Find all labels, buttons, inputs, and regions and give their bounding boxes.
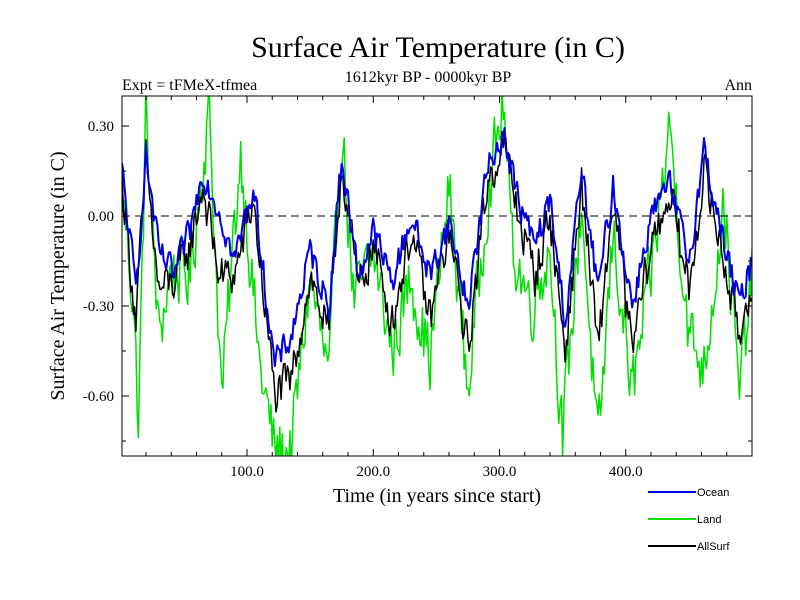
tick-layer: 100.0 200.0 300.0 400.0 0.30 0.00 -0.30 -0.60 — [83, 96, 752, 480]
plot-frame — [121, 95, 753, 457]
x-axis-label: Time (in years since start) — [333, 485, 541, 507]
x-tick-label: 300.0 — [483, 464, 517, 480]
x-tick-label: 400.0 — [609, 464, 643, 480]
series-line-land — [122, 96, 752, 456]
series-line-ocean — [122, 126, 752, 368]
x-tick-label: 200.0 — [356, 464, 390, 480]
y-tick-label: -0.60 — [83, 389, 114, 405]
season-label: Ann — [724, 77, 752, 94]
x-tick-label: 100.0 — [230, 464, 264, 480]
legend-label-allsurf: AllSurf — [697, 541, 730, 553]
series-layer — [122, 96, 752, 456]
experiment-label: Expt = tFMeX-tfmea — [122, 77, 257, 94]
chart-subtitle: 1612kyr BP - 0000kyr BP — [345, 69, 512, 86]
y-tick-label: 0.00 — [88, 209, 114, 225]
y-tick-label: 0.30 — [88, 119, 114, 135]
y-axis-label: Surface Air Temperature (in C) — [47, 151, 69, 400]
y-tick-label: -0.30 — [83, 299, 114, 315]
series-line-allsurf — [122, 130, 752, 413]
legend-label-land: Land — [697, 514, 721, 526]
legend: Ocean Land AllSurf — [648, 487, 730, 553]
chart-title: Surface Air Temperature (in C) — [251, 31, 625, 64]
legend-label-ocean: Ocean — [697, 487, 729, 499]
